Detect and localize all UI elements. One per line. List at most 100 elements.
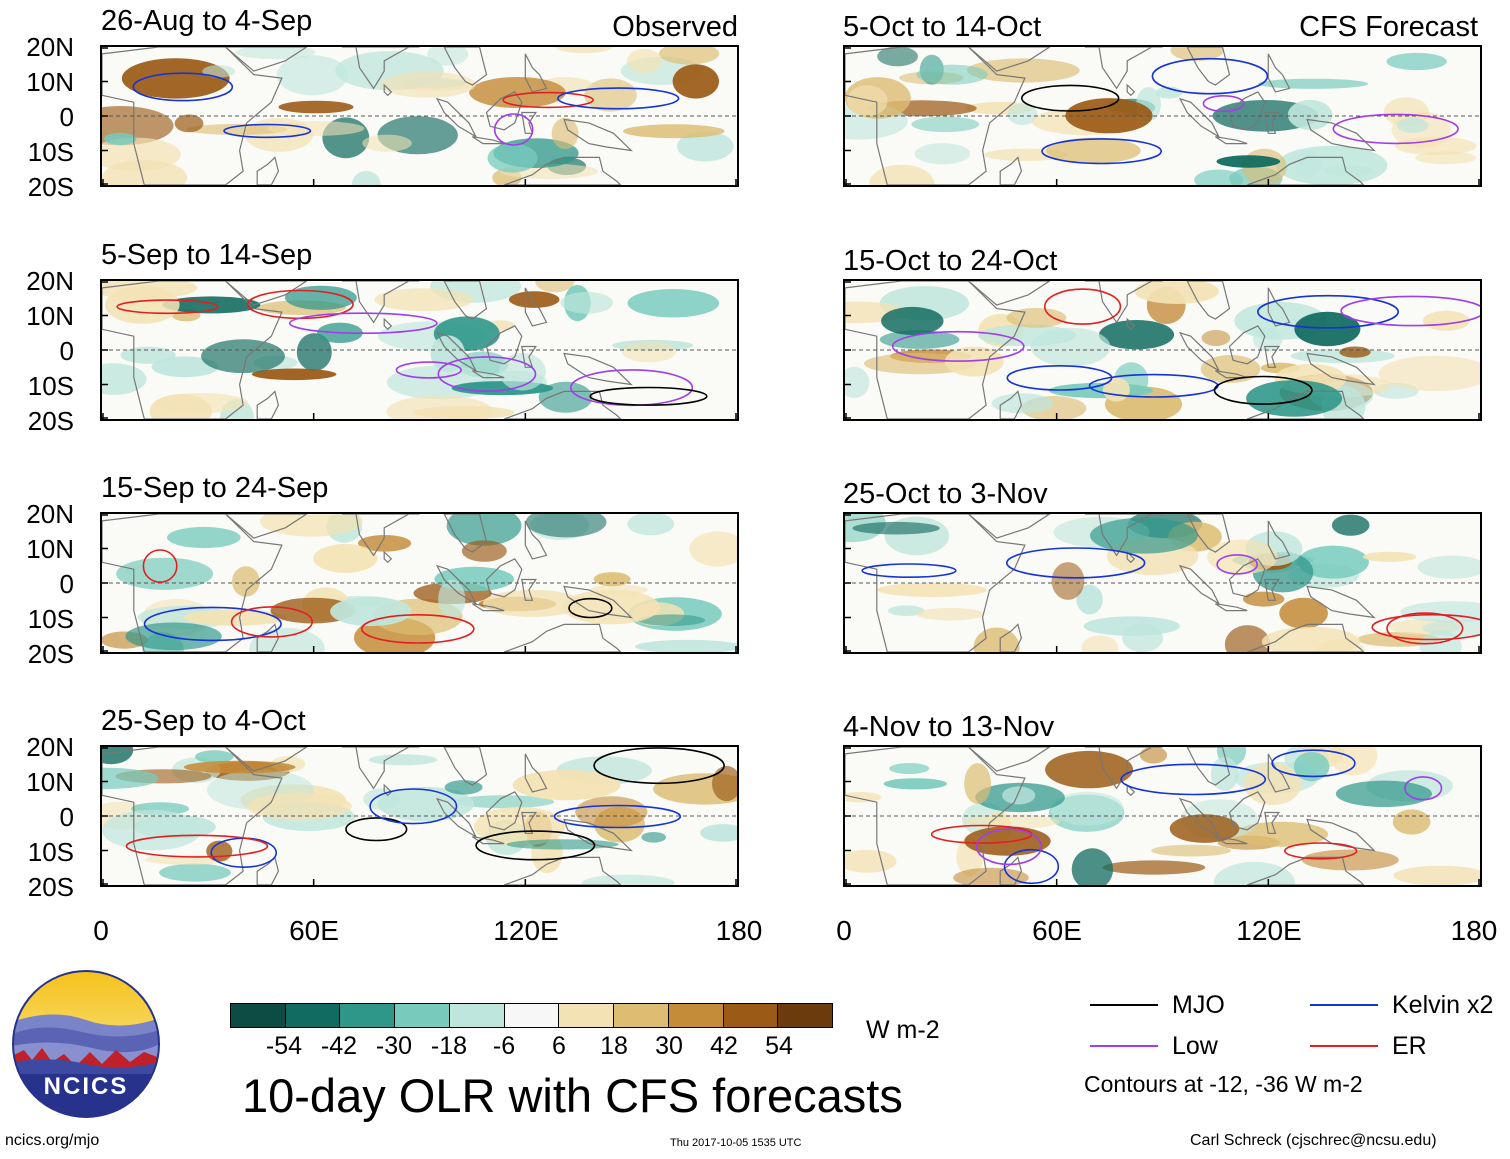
- olr-anomaly-blob: [1417, 555, 1480, 579]
- olr-anomaly-blob: [116, 557, 214, 590]
- olr-anomaly-blob: [296, 333, 332, 372]
- panel-title-observed-1: 26-Aug to 4-Sep: [101, 5, 313, 37]
- wave-contour: [1332, 113, 1459, 145]
- lat-label-0: 0: [59, 569, 74, 599]
- coastline: [1306, 585, 1376, 619]
- olr-anomaly-blob: [1007, 103, 1038, 126]
- olr-anomaly-blob: [1234, 821, 1329, 847]
- olr-anomaly-blob: [560, 291, 613, 314]
- wave-contour: [395, 361, 462, 379]
- olr-anomaly-blob: [232, 566, 260, 597]
- olr-anomaly-blob: [368, 754, 438, 766]
- olr-anomaly-blob: [512, 769, 621, 801]
- olr-anomaly-blob: [330, 596, 412, 627]
- coastline: [1186, 281, 1231, 320]
- coastline: [521, 578, 538, 601]
- olr-anomaly-blob: [1139, 747, 1168, 764]
- olr-anomaly-blob: [1076, 584, 1103, 615]
- olr-anomaly-blob: [1297, 545, 1369, 579]
- olr-anomaly-blob: [362, 134, 412, 152]
- olr-anomaly-blob: [556, 47, 612, 54]
- olr-map: [845, 514, 1480, 652]
- olr-anomaly-blob: [1065, 98, 1153, 134]
- olr-anomaly-blob: [202, 65, 236, 78]
- lat-label-20s: 20S: [27, 639, 74, 669]
- olr-anomaly-blob: [538, 381, 593, 413]
- olr-anomaly-blob: [637, 614, 706, 626]
- olr-anomaly-blob: [1397, 117, 1429, 133]
- coastline: [1228, 791, 1266, 831]
- olr-anomaly-blob: [551, 117, 579, 149]
- coastline: [383, 550, 393, 564]
- colorbar-tick: 54: [765, 1032, 793, 1060]
- coastline: [967, 514, 1051, 539]
- coastline: [443, 747, 488, 786]
- olr-anomaly-blob: [1400, 601, 1480, 623]
- ncics-logo: NCICS: [12, 970, 160, 1118]
- lon-label-60e: 60E: [289, 915, 339, 946]
- wave-contour: [1404, 776, 1443, 801]
- olr-anomaly-blob: [1002, 786, 1036, 805]
- olr-anomaly-blob: [121, 58, 230, 99]
- wave-contour: [493, 113, 534, 146]
- olr-anomaly-blob: [159, 863, 231, 882]
- olr-anomaly-blob: [444, 780, 483, 795]
- coastline: [1228, 91, 1266, 131]
- lat-label-10n: 10N: [26, 67, 74, 97]
- olr-anomaly-blob: [278, 100, 354, 114]
- lon-label-120e: 120E: [493, 915, 559, 946]
- wave-contour: [1041, 138, 1162, 165]
- lon-label-120e: 120E: [1236, 915, 1302, 946]
- olr-anomaly-blob: [251, 368, 337, 381]
- olr-anomaly-blob: [386, 395, 493, 419]
- olr-anomaly-blob: [845, 792, 881, 803]
- wave-contour: [568, 597, 613, 619]
- olr-anomaly-blob: [659, 47, 720, 65]
- olr-anomaly-blob: [195, 750, 234, 764]
- colorbar-swatch: [285, 1004, 341, 1027]
- olr-anomaly-blob: [1362, 551, 1417, 562]
- olr-anomaly-blob: [276, 55, 348, 96]
- colorbar-swatch: [559, 1004, 615, 1027]
- olr-anomaly-blob: [953, 867, 1029, 885]
- olr-anomaly-blob: [487, 143, 538, 173]
- colorbar-swatch: [723, 1004, 779, 1027]
- lat-label-20s: 20S: [27, 406, 74, 436]
- panel-title-observed-4: 25-Sep to 4-Oct: [101, 705, 306, 737]
- olr-anomaly-blob: [627, 289, 720, 318]
- panel-title-forecast-2: 15-Oct to 24-Oct: [843, 245, 1058, 277]
- olr-anomaly-blob: [1102, 377, 1130, 402]
- olr-anomaly-blob: [677, 131, 734, 162]
- olr-anomaly-blob: [881, 306, 944, 336]
- olr-anomaly-blob: [845, 366, 870, 398]
- olr-anomaly-blob: [525, 514, 607, 538]
- olr-anomaly-blob: [626, 48, 662, 73]
- map-panel-observed-3: [100, 512, 739, 654]
- coastline: [563, 818, 633, 852]
- wave-contour: [891, 330, 1025, 362]
- lat-label-10n: 10N: [26, 301, 74, 331]
- olr-anomaly-blob: [267, 121, 365, 136]
- colorbar: [230, 1003, 833, 1028]
- lat-label-20n: 20N: [26, 266, 74, 296]
- olr-anomaly-blob: [313, 544, 378, 573]
- olr-anomaly-blob: [1422, 619, 1480, 637]
- map-panel-forecast-2: [843, 279, 1482, 421]
- footer-url[interactable]: ncics.org/mjo: [5, 1132, 100, 1149]
- wave-contour: [502, 91, 594, 109]
- coastline: [1264, 345, 1281, 368]
- olr-anomaly-blob: [1213, 861, 1295, 885]
- lon-label-0: 0: [836, 915, 852, 946]
- coastline: [503, 390, 622, 419]
- coastline: [1186, 514, 1231, 553]
- olr-anomaly-blob: [944, 346, 1004, 377]
- olr-anomaly-blob: [469, 77, 566, 108]
- coastline: [1215, 603, 1248, 612]
- olr-anomaly-blob: [1386, 52, 1447, 71]
- wave-contour: [557, 87, 680, 110]
- lat-label-0: 0: [59, 102, 74, 132]
- olr-anomaly-blob: [914, 143, 971, 165]
- coastline: [1126, 550, 1136, 564]
- olr-anomaly-blob: [535, 281, 575, 293]
- coastline: [341, 747, 420, 790]
